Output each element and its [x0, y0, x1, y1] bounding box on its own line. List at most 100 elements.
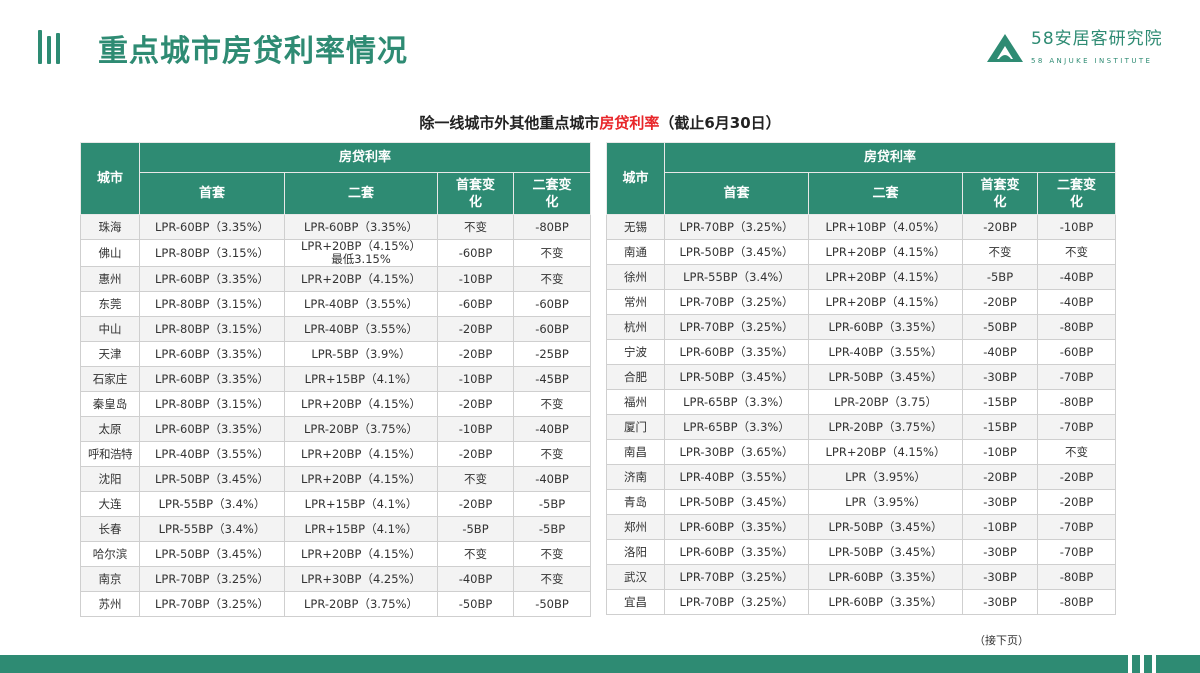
table-row: 秦皇岛 LPR-80BP（3.15%） LPR+20BP（4.15%） -20BP 不变 — [80, 391, 592, 417]
table-row: 石家庄 LPR-60BP（3.35%） LPR+15BP（4.1%） -10BP -45… — [80, 366, 592, 392]
cell-city: 洛阳 — [606, 539, 665, 565]
table-row: 无锡 LPR-70BP（3.25%） LPR+10BP（4.05%） -20BP -10… — [606, 214, 1117, 240]
cell-city: 宁波 — [606, 339, 665, 365]
cell-second-rate: LPR+20BP（4.15%） — [284, 466, 438, 492]
cell-first-change: -10BP — [962, 439, 1038, 465]
cell-first-change: -40BP — [437, 566, 514, 592]
caption-prefix: 除一线城市外其他重点城市 — [419, 114, 600, 132]
cell-second-change: -80BP — [1036, 389, 1117, 415]
table-row: 南京 LPR-70BP（3.25%） LPR+30BP（4.25%） -40BP 不变 — [80, 566, 592, 592]
cell-first-change: -60BP — [437, 239, 514, 267]
cell-second-change: -80BP — [1036, 314, 1117, 340]
cell-first-rate: LPR-65BP（3.3%） — [664, 414, 809, 440]
cell-second-rate: LPR+20BP（4.15%） — [808, 264, 963, 290]
rate-table-right: 城市 房贷利率 首套 二套 首套变化 二套变化 无锡 LPR-70BP（3.25%） LPR+1… — [606, 142, 1117, 615]
table-row: 大连 LPR-55BP（3.4%） LPR+15BP（4.1%） -20BP -5BP — [80, 491, 592, 517]
cell-second-rate: LPR+20BP（4.15%） — [284, 391, 438, 417]
table-row: 南昌 LPR-30BP（3.65%） LPR+20BP（4.15%） -10BP 不变 — [606, 439, 1117, 465]
cell-first-change: -30BP — [962, 489, 1038, 515]
table-caption: 除一线城市外其他重点城市房贷利率（截止6月30日） — [0, 114, 1200, 133]
cell-second-rate: LPR-50BP（3.45%） — [808, 364, 963, 390]
cell-first-rate: LPR-55BP（3.4%） — [139, 516, 285, 542]
cell-second-change: 不变 — [512, 566, 592, 592]
table-row: 常州 LPR-70BP（3.25%） LPR+20BP（4.15%） -20BP -40… — [606, 289, 1117, 315]
cell-city: 无锡 — [606, 214, 665, 240]
logo-triangle-icon — [987, 34, 1023, 62]
cell-second-change: 不变 — [1036, 439, 1117, 465]
cell-second-rate: LPR+20BP（4.15%） — [808, 289, 963, 315]
cell-first-change: -30BP — [962, 539, 1038, 565]
table-row: 合肥 LPR-50BP（3.45%） LPR-50BP（3.45%） -30BP -70… — [606, 364, 1117, 390]
cell-second-rate: LPR（3.95%） — [808, 464, 963, 490]
cell-first-rate: LPR-80BP（3.15%） — [139, 239, 285, 267]
cell-second-rate: LPR-20BP（3.75%） — [808, 414, 963, 440]
cell-city: 石家庄 — [80, 366, 140, 392]
caption-highlight: 房贷利率 — [599, 114, 660, 132]
table-row: 福州 LPR-65BP（3.3%） LPR-20BP（3.75） -15BP -80BP — [606, 389, 1117, 415]
table-row: 郑州 LPR-60BP（3.35%） LPR-50BP（3.45%） -10BP -70… — [606, 514, 1117, 540]
cell-city: 天津 — [80, 341, 140, 367]
cell-city: 徐州 — [606, 264, 665, 290]
cell-second-change: -60BP — [512, 316, 592, 342]
cell-second-change: -5BP — [512, 491, 592, 517]
cell-second-change: -70BP — [1036, 414, 1117, 440]
cell-first-rate: LPR-70BP（3.25%） — [664, 564, 809, 590]
cell-city: 杭州 — [606, 314, 665, 340]
cell-second-change: -20BP — [1036, 464, 1117, 490]
cell-first-change: -15BP — [962, 389, 1038, 415]
cell-second-change: -10BP — [1036, 214, 1117, 240]
cell-first-rate: LPR-70BP（3.25%） — [664, 314, 809, 340]
cell-first-rate: LPR-50BP（3.45%） — [664, 364, 809, 390]
cell-city: 宜昌 — [606, 589, 665, 615]
cell-city: 福州 — [606, 389, 665, 415]
cell-second-change: -70BP — [1036, 364, 1117, 390]
cell-first-rate: LPR-60BP（3.35%） — [139, 214, 285, 240]
cell-second-change: -45BP — [512, 366, 592, 392]
header-city: 城市 — [80, 142, 140, 215]
logo: 58安居客研究院 58 ANJUKE INSTITUTE — [985, 30, 1185, 70]
cell-first-rate: LPR-30BP（3.65%） — [664, 439, 809, 465]
cell-first-rate: LPR-55BP（3.4%） — [664, 264, 809, 290]
cell-first-change: -20BP — [437, 391, 514, 417]
cell-city: 青岛 — [606, 489, 665, 515]
footer-bar — [0, 655, 1200, 673]
cell-first-rate: LPR-80BP（3.15%） — [139, 391, 285, 417]
table-row: 佛山 LPR-80BP（3.15%） LPR+20BP（4.15%） 最低3.15% -… — [80, 239, 592, 267]
cell-second-rate: LPR-40BP（3.55%） — [284, 316, 438, 342]
continued-note: （接下页） — [974, 634, 1029, 647]
cell-city: 常州 — [606, 289, 665, 315]
cell-second-rate: LPR-50BP（3.45%） — [808, 539, 963, 565]
header-first: 首套 — [139, 172, 285, 215]
cell-first-rate: LPR-60BP（3.35%） — [139, 341, 285, 367]
cell-second-rate: LPR（3.95%） — [808, 489, 963, 515]
table-row: 宁波 LPR-60BP（3.35%） LPR-40BP（3.55%） -40BP -60… — [606, 339, 1117, 365]
cell-second-rate: LPR-50BP（3.45%） — [808, 514, 963, 540]
cell-second-change: 不变 — [512, 541, 592, 567]
cell-second-rate: LPR+15BP（4.1%） — [284, 516, 438, 542]
cell-second-change: -40BP — [1036, 264, 1117, 290]
header-first: 首套 — [664, 172, 809, 215]
header-city: 城市 — [606, 142, 665, 215]
cell-first-change: -20BP — [962, 464, 1038, 490]
cell-second-rate: LPR+20BP（4.15%） — [284, 541, 438, 567]
table-row: 哈尔滨 LPR-50BP（3.45%） LPR+20BP（4.15%） 不变 不变 — [80, 541, 592, 567]
cell-first-rate: LPR-50BP（3.45%） — [139, 541, 285, 567]
table-row: 厦门 LPR-65BP（3.3%） LPR-20BP（3.75%） -15BP -70B… — [606, 414, 1117, 440]
cell-first-rate: LPR-60BP（3.35%） — [139, 366, 285, 392]
cell-second-change: -20BP — [1036, 489, 1117, 515]
cell-second-change: -5BP — [512, 516, 592, 542]
table-row: 沈阳 LPR-50BP（3.45%） LPR+20BP（4.15%） 不变 -40BP — [80, 466, 592, 492]
cell-first-rate: LPR-40BP（3.55%） — [139, 441, 285, 467]
cell-first-rate: LPR-60BP（3.35%） — [139, 416, 285, 442]
table-row: 中山 LPR-80BP（3.15%） LPR-40BP（3.55%） -20BP -60… — [80, 316, 592, 342]
table-row: 武汉 LPR-70BP（3.25%） LPR-60BP（3.35%） -30BP -80… — [606, 564, 1117, 590]
cell-second-change: -25BP — [512, 341, 592, 367]
cell-city: 南京 — [80, 566, 140, 592]
header-second: 二套 — [284, 172, 438, 215]
cell-first-rate: LPR-70BP（3.25%） — [664, 289, 809, 315]
table-row: 苏州 LPR-70BP（3.25%） LPR-20BP（3.75%） -50BP -50… — [80, 591, 592, 617]
cell-second-change: 不变 — [512, 239, 592, 267]
cell-first-rate: LPR-60BP（3.35%） — [139, 266, 285, 292]
cell-first-change: -10BP — [437, 416, 514, 442]
cell-second-change: -70BP — [1036, 514, 1117, 540]
